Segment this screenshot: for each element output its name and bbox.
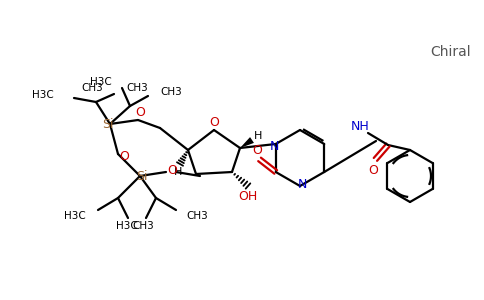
Text: CH3: CH3 xyxy=(186,211,208,221)
Text: O: O xyxy=(135,106,145,118)
Text: CH3: CH3 xyxy=(132,221,154,231)
Text: OH: OH xyxy=(239,190,257,202)
Text: O: O xyxy=(119,151,129,164)
Text: CH3: CH3 xyxy=(160,87,182,97)
Text: H3C: H3C xyxy=(32,90,54,100)
Text: H: H xyxy=(254,131,262,141)
Polygon shape xyxy=(240,137,254,148)
Text: N: N xyxy=(270,140,279,152)
Text: CH3: CH3 xyxy=(81,83,103,93)
Text: O: O xyxy=(167,164,177,176)
Text: O: O xyxy=(252,143,262,157)
Text: H3C: H3C xyxy=(64,211,86,221)
Text: Si: Si xyxy=(102,118,114,131)
Text: H3C: H3C xyxy=(116,221,138,231)
Text: O: O xyxy=(368,164,378,176)
Text: Chiral: Chiral xyxy=(430,45,470,59)
Text: N: N xyxy=(297,178,307,190)
Text: O: O xyxy=(209,116,219,128)
Text: H3C: H3C xyxy=(90,77,112,87)
Text: CH3: CH3 xyxy=(126,83,148,93)
Text: H: H xyxy=(174,167,182,177)
Text: NH: NH xyxy=(350,121,369,134)
Text: Si: Si xyxy=(136,169,148,182)
